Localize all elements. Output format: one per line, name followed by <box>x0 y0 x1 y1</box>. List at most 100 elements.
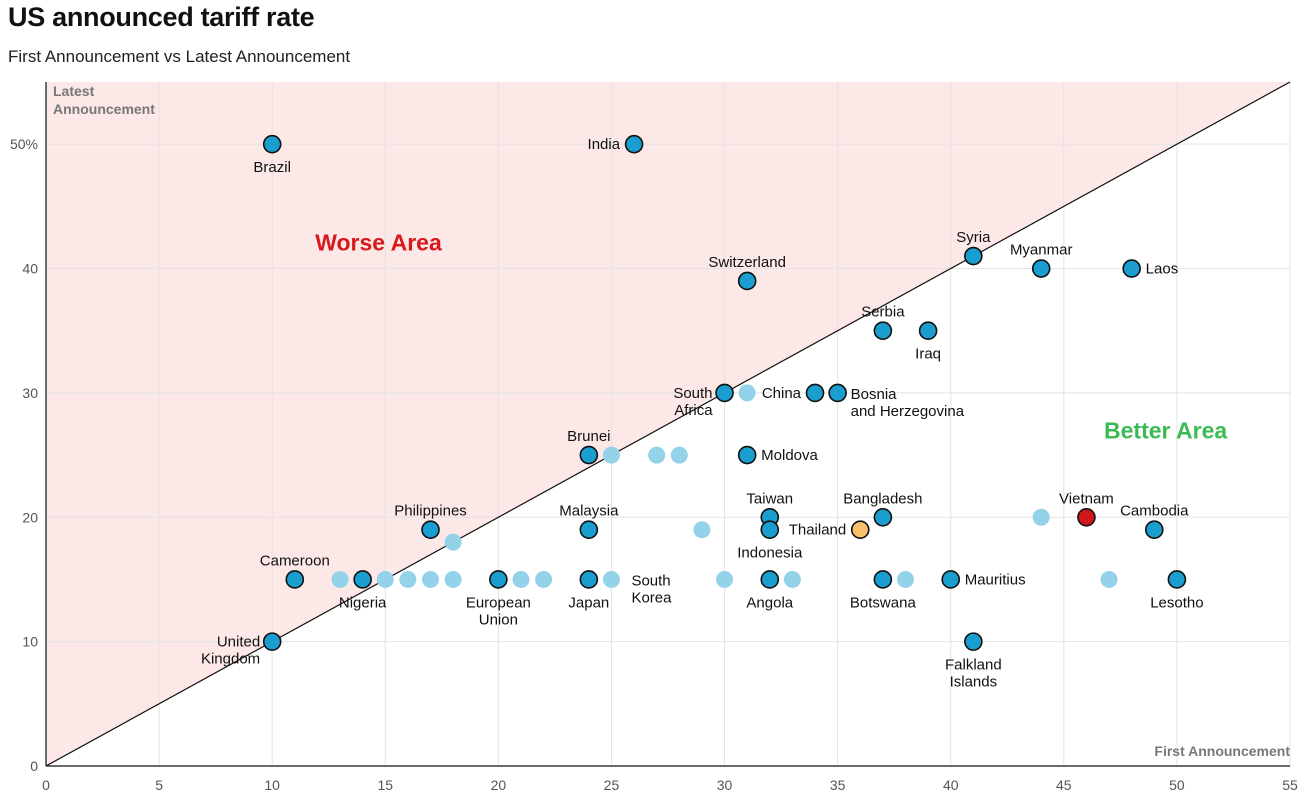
point-label: Taiwan <box>746 490 793 507</box>
data-point <box>1032 508 1050 526</box>
point-label: Botswana <box>850 594 917 611</box>
x-tick-label: 20 <box>491 777 507 793</box>
data-point <box>850 520 870 540</box>
data-point <box>715 383 734 403</box>
data-point <box>579 520 599 540</box>
data-point <box>489 570 508 589</box>
data-point <box>579 445 599 465</box>
data-point <box>716 570 734 588</box>
x-tick-label: 25 <box>604 777 620 793</box>
data-point <box>738 384 756 402</box>
point-label: Malaysia <box>559 503 619 520</box>
point-label: Thailand <box>789 522 847 539</box>
data-point <box>873 321 893 341</box>
point-label: Bosnia and Herzegovina <box>851 386 965 420</box>
data-point <box>964 246 983 266</box>
data-point <box>444 570 462 588</box>
chart-subtitle: First Announcement vs Latest Announcemen… <box>8 47 351 66</box>
data-point <box>444 533 462 551</box>
point-label: Iraq <box>915 346 941 363</box>
data-point <box>1077 507 1096 527</box>
point-label: Indonesia <box>737 545 803 562</box>
point-label: European Union <box>466 594 531 628</box>
x-tick-label: 40 <box>943 777 959 793</box>
data-point <box>670 446 688 464</box>
x-axis-label: First Announcement <box>1154 743 1290 759</box>
x-tick-label: 0 <box>42 777 50 793</box>
point-label: India <box>588 136 621 153</box>
data-point <box>1144 520 1164 540</box>
chart-title: US announced tariff rate <box>8 2 315 32</box>
point-label: Myanmar <box>1010 242 1073 259</box>
data-point <box>624 134 644 154</box>
data-point <box>422 570 440 588</box>
point-label: China <box>762 385 802 402</box>
y-tick-label: 50% <box>10 136 38 152</box>
y-tick-label: 30 <box>22 385 38 401</box>
x-tick-label: 10 <box>264 777 280 793</box>
data-point <box>648 446 666 464</box>
data-point <box>1167 570 1187 589</box>
data-point <box>941 570 961 589</box>
x-tick-label: 5 <box>155 777 163 793</box>
point-label: Philippines <box>394 503 467 520</box>
data-point <box>579 570 599 589</box>
point-label: Serbia <box>861 304 905 321</box>
point-label: Laos <box>1146 261 1179 278</box>
point-label: South Africa <box>673 385 713 419</box>
data-point <box>693 521 711 539</box>
y-tick-label: 10 <box>22 634 38 650</box>
data-point <box>918 321 938 341</box>
better-area-label: Better Area <box>1104 417 1227 443</box>
data-point <box>602 446 620 464</box>
data-point <box>1122 259 1141 278</box>
x-tick-label: 35 <box>830 777 846 793</box>
y-tick-label: 40 <box>22 261 38 277</box>
data-point <box>1031 259 1051 278</box>
data-point <box>1100 570 1118 588</box>
data-point <box>783 570 801 588</box>
data-point <box>828 383 847 403</box>
data-point <box>805 383 825 403</box>
point-label: Brazil <box>253 159 291 176</box>
data-point <box>896 570 914 588</box>
worse-area-label: Worse Area <box>315 230 442 256</box>
data-point <box>535 570 553 588</box>
point-label: Lesotho <box>1150 594 1203 611</box>
point-label: Bangladesh <box>843 490 922 507</box>
y-axis-label: Latest Announcement <box>53 83 155 117</box>
point-label: Moldova <box>761 447 818 464</box>
y-tick-label: 0 <box>30 758 38 774</box>
x-tick-label: 15 <box>377 777 393 793</box>
point-label: Japan <box>568 594 609 611</box>
data-point <box>376 570 394 588</box>
data-point <box>873 507 893 527</box>
parity-line <box>45 81 1291 767</box>
point-label: South Korea <box>631 572 672 606</box>
point-label: Switzerland <box>708 254 786 271</box>
y-tick-label: 20 <box>22 509 38 525</box>
point-label: Cameroon <box>260 552 330 569</box>
point-label: Falkland Islands <box>945 657 1002 691</box>
point-label: Brunei <box>567 428 610 445</box>
data-point <box>512 570 530 588</box>
x-tick-label: 45 <box>1056 777 1072 793</box>
data-point <box>964 632 983 651</box>
point-label: Syria <box>956 229 991 246</box>
data-point <box>285 570 305 589</box>
data-point <box>602 570 620 588</box>
x-tick-label: 50 <box>1169 777 1185 793</box>
data-point <box>399 570 417 588</box>
data-point <box>262 134 282 154</box>
data-point <box>760 570 780 589</box>
data-point <box>737 445 757 465</box>
point-label: Vietnam <box>1059 490 1114 507</box>
data-point <box>760 520 780 540</box>
data-point <box>737 271 757 291</box>
data-point <box>421 520 440 540</box>
data-point <box>331 570 349 588</box>
x-tick-label: 55 <box>1282 777 1298 793</box>
point-label: Cambodia <box>1120 503 1189 520</box>
data-point <box>873 570 893 589</box>
